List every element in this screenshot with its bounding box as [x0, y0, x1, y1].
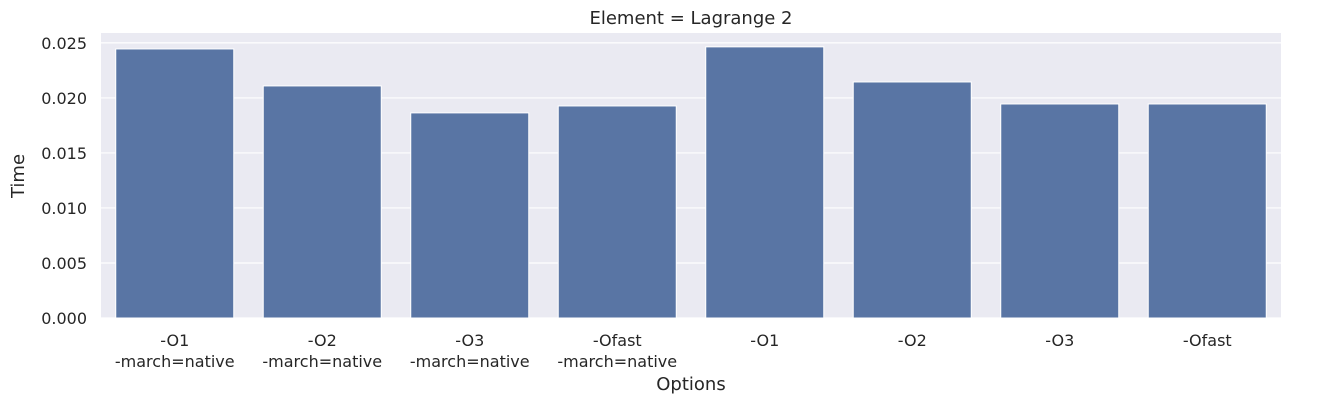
x-tick-label: -O3 -march=native	[410, 331, 530, 371]
x-tick-label: -Ofast	[1183, 331, 1232, 350]
bar	[262, 85, 382, 319]
bar	[852, 81, 972, 319]
bar	[1147, 103, 1267, 319]
y-tick-label: 0.015	[41, 144, 87, 163]
y-tick-label: 0.005	[41, 254, 87, 273]
x-tick-label: -O2 -march=native	[262, 331, 382, 371]
y-tick-label: 0.020	[41, 89, 87, 108]
bar	[410, 112, 530, 319]
bar	[1000, 103, 1120, 319]
bar	[115, 48, 235, 319]
y-tick-label: 0.010	[41, 199, 87, 218]
bar	[557, 105, 677, 319]
y-tick-label: 0.000	[41, 309, 87, 328]
x-tick-label: -O2	[898, 331, 927, 350]
chart-title: Element = Lagrange 2	[589, 8, 792, 29]
x-axis-label: Options	[656, 374, 725, 395]
x-tick-label: -Ofast -march=native	[557, 331, 677, 371]
x-tick-label: -O1	[750, 331, 779, 350]
bar	[705, 46, 825, 319]
x-tick-label: -O1 -march=native	[115, 331, 235, 371]
x-tick-label: -O3	[1045, 331, 1074, 350]
y-tick-label: 0.025	[41, 34, 87, 53]
y-axis-label: Time	[8, 154, 29, 199]
